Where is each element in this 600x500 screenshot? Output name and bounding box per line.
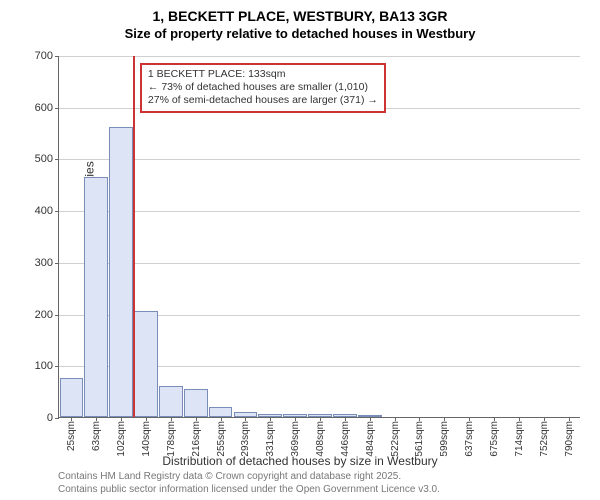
gridline — [59, 263, 580, 264]
gridline — [59, 159, 580, 160]
xtick-label: 25sqm — [66, 421, 77, 451]
gridline — [59, 211, 580, 212]
callout-line-1: 1 BECKETT PLACE: 133sqm — [148, 68, 378, 81]
footer-line-2: Contains public sector information licen… — [58, 484, 440, 497]
histogram-bar — [109, 127, 133, 417]
histogram-bar — [60, 378, 84, 417]
ytick-label: 400 — [35, 205, 53, 217]
ytick-mark — [55, 315, 59, 316]
ytick-mark — [55, 108, 59, 109]
ytick-label: 300 — [35, 257, 53, 269]
reference-line — [133, 56, 135, 417]
xtick-label: 293sqm — [240, 421, 251, 457]
ytick-label: 200 — [35, 309, 53, 321]
histogram-bar — [134, 311, 158, 417]
xtick-label: 178sqm — [166, 421, 177, 457]
ytick-label: 0 — [47, 412, 53, 424]
ytick-label: 100 — [35, 360, 53, 372]
chart-footer: Contains HM Land Registry data © Crown c… — [58, 471, 440, 496]
ytick-label: 700 — [35, 50, 53, 62]
ytick-mark — [55, 366, 59, 367]
ytick-mark — [55, 263, 59, 264]
xtick-label: 599sqm — [439, 421, 450, 457]
xtick-label: 331sqm — [265, 421, 276, 457]
ytick-mark — [55, 159, 59, 160]
xtick-label: 714sqm — [514, 421, 525, 457]
footer-line-1: Contains HM Land Registry data © Crown c… — [58, 471, 440, 484]
callout-box: 1 BECKETT PLACE: 133sqm← 73% of detached… — [140, 63, 386, 112]
ytick-label: 500 — [35, 153, 53, 165]
xtick-label: 446sqm — [340, 421, 351, 457]
ytick-mark — [55, 418, 59, 419]
callout-line-3: 27% of semi-detached houses are larger (… — [148, 94, 378, 107]
xtick-label: 102sqm — [116, 421, 127, 457]
ytick-mark — [55, 211, 59, 212]
xtick-label: 369sqm — [290, 421, 301, 457]
callout-line-2: ← 73% of detached houses are smaller (1,… — [148, 81, 378, 94]
xtick-label: 675sqm — [489, 421, 500, 457]
chart-title-main: 1, BECKETT PLACE, WESTBURY, BA13 3GR — [0, 0, 600, 24]
histogram-bar — [159, 386, 183, 417]
x-axis-label: Distribution of detached houses by size … — [0, 454, 600, 468]
ytick-label: 600 — [35, 102, 53, 114]
xtick-label: 522sqm — [390, 421, 401, 457]
xtick-label: 408sqm — [315, 421, 326, 457]
xtick-label: 752sqm — [539, 421, 550, 457]
chart-container: 1, BECKETT PLACE, WESTBURY, BA13 3GR Siz… — [0, 0, 600, 500]
xtick-label: 140sqm — [141, 421, 152, 457]
histogram-bar — [84, 177, 108, 417]
xtick-label: 561sqm — [414, 421, 425, 457]
ytick-mark — [55, 56, 59, 57]
xtick-label: 790sqm — [564, 421, 575, 457]
chart-title-sub: Size of property relative to detached ho… — [0, 24, 600, 41]
xtick-label: 216sqm — [191, 421, 202, 457]
histogram-bar — [184, 389, 208, 417]
xtick-label: 484sqm — [365, 421, 376, 457]
histogram-bar — [209, 407, 233, 417]
gridline — [59, 56, 580, 57]
xtick-label: 255sqm — [216, 421, 227, 457]
xtick-label: 637sqm — [464, 421, 475, 457]
xtick-label: 63sqm — [91, 421, 102, 451]
chart-plot-area: 010020030040050060070025sqm63sqm102sqm14… — [58, 56, 580, 418]
